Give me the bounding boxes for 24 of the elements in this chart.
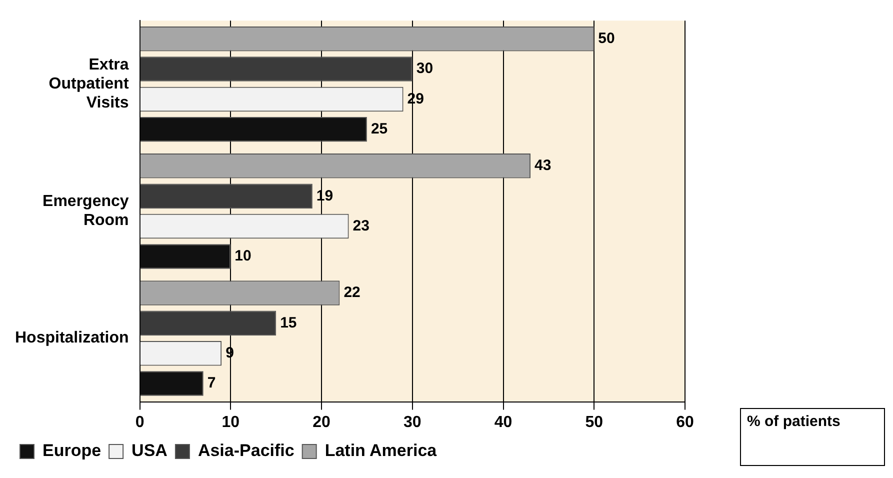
data-label: 25 <box>370 120 388 138</box>
data-label: 15 <box>280 314 297 332</box>
y-tick-label: Emergency Room <box>42 193 129 230</box>
y-tick-label: Hospitalization <box>15 330 129 347</box>
x-tick-label: 50 <box>585 414 604 431</box>
x-tick-label: 20 <box>312 414 331 431</box>
data-label: 50 <box>598 30 615 48</box>
data-label: 30 <box>416 60 434 78</box>
data-label: 10 <box>234 248 252 265</box>
legend-label: Asia-Pacific <box>198 441 294 460</box>
x-tick-label: 10 <box>222 414 240 431</box>
data-label: 22 <box>344 284 360 302</box>
y-tick-label: Extra Outpatient Visits <box>48 56 130 112</box>
x-tick-label: 60 <box>676 414 694 431</box>
data-label: 43 <box>534 157 552 174</box>
legend-label: Latin America <box>324 441 438 460</box>
x-axis-title: % of patients <box>740 408 885 466</box>
x-tick-label: 0 <box>135 414 144 431</box>
legend-label: USA <box>132 441 168 460</box>
data-label: 7 <box>207 374 216 392</box>
x-tick-label: 40 <box>494 414 512 431</box>
data-label: 23 <box>352 217 370 234</box>
x-tick-label: 30 <box>403 414 422 431</box>
legend-label: Europe <box>42 441 102 460</box>
